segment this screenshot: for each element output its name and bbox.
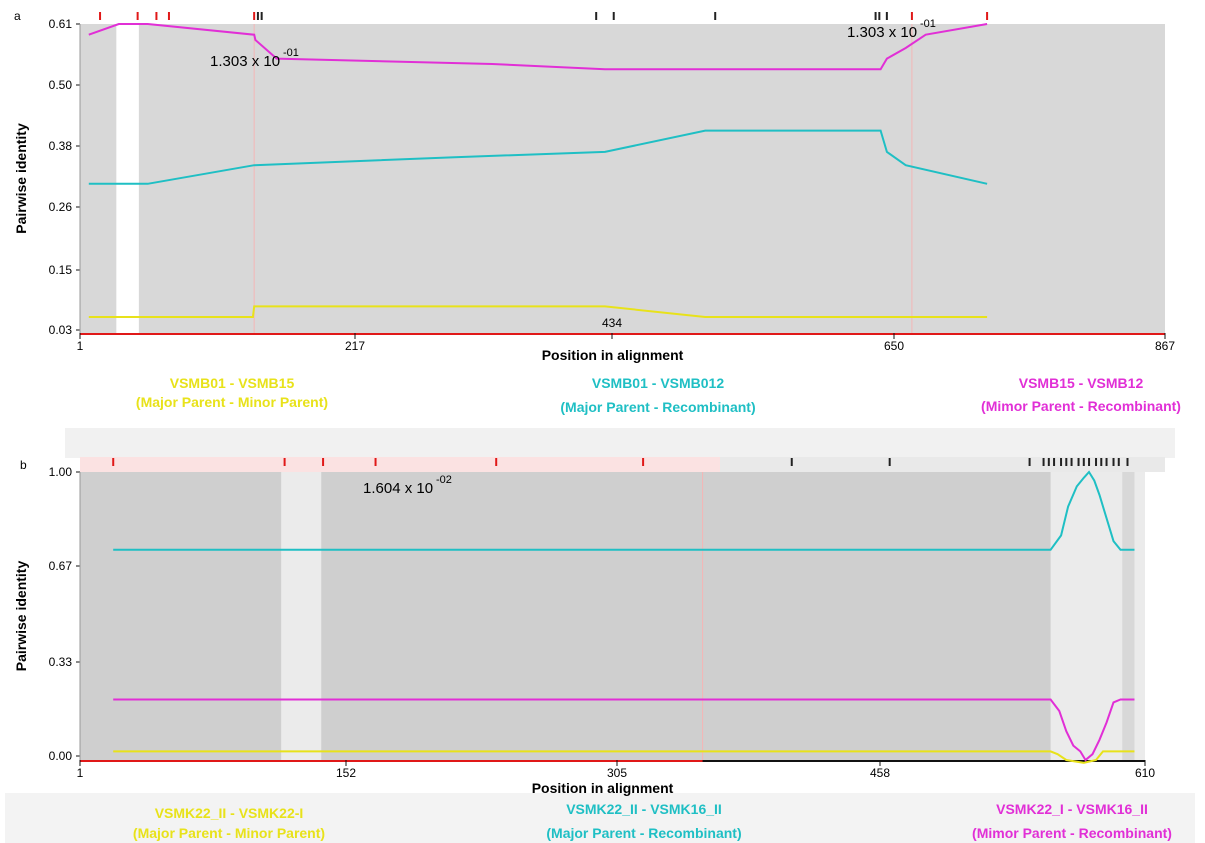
pvalue-annotation: 1.303 x 10 (847, 24, 917, 41)
y-tick-label: 1.00 (49, 465, 73, 479)
y-tick-label: 0.03 (49, 323, 73, 337)
series-line-1 (88, 129, 988, 185)
y-axis-label: Pairwise identity (13, 123, 29, 234)
y-tick-label: 0.67 (49, 559, 73, 573)
x-tick-label: 610 (1135, 766, 1155, 780)
legend-subtitle: (Major Parent - Minor Parent) (133, 825, 325, 841)
y-tick-label: 0.38 (49, 139, 73, 153)
pvalue-annotation: 1.303 x 10 (210, 53, 280, 70)
chart-panel-a: 1 217 434 650 867 0.61 0.50 0.38 0.26 0.15 0.03 Pos… (13, 9, 1181, 415)
shaded-band (80, 24, 117, 333)
x-tick-label: 217 (345, 339, 365, 353)
y-tick-label: 0.26 (49, 200, 73, 214)
x-tick-label: 305 (607, 766, 627, 780)
series-line-2 (113, 750, 1135, 764)
x-tick-label: 650 (884, 339, 904, 353)
legend-subtitle: (Major Parent - Recombinant) (546, 825, 741, 841)
panel-label: b (20, 458, 27, 472)
legend-name: VSMB01 - VSMB15 (170, 375, 295, 391)
legend-name: VSMB01 - VSMB012 (592, 375, 724, 391)
y-tick-label: 0.33 (49, 655, 73, 669)
pvalue-exponent: -01 (920, 18, 936, 30)
series-line-2 (88, 305, 988, 318)
series-line-0 (113, 470, 1135, 551)
shaded-band (80, 472, 282, 760)
x-tick-label: 1 (77, 766, 84, 780)
panel-label: a (14, 9, 21, 23)
y-tick-label: 0.50 (49, 78, 73, 92)
pvalue-exponent: -01 (283, 47, 299, 59)
legend-subtitle: (Major Parent - Recombinant) (560, 399, 755, 415)
x-tick-label: 152 (336, 766, 356, 780)
pvalue-exponent: -02 (436, 474, 452, 486)
legend-subtitle: (Mimor Parent - Recombinant) (972, 825, 1172, 841)
legend-name: VSMK22_II - VSMK22-I (155, 805, 304, 821)
y-tick-label: 0.00 (49, 749, 73, 763)
x-tick-label: 458 (870, 766, 890, 780)
y-tick-label: 0.61 (49, 17, 73, 31)
series-line-0 (88, 23, 988, 71)
background-strip (80, 457, 720, 472)
background-strip (720, 457, 1165, 472)
background-strip (65, 428, 1175, 458)
series-line-1 (113, 698, 1135, 762)
legend-subtitle: (Mimor Parent - Recombinant) (981, 398, 1181, 414)
legend-subtitle: (Major Parent - Minor Parent) (136, 394, 328, 410)
legend-name: VSMK22_I - VSMK16_II (996, 801, 1148, 817)
shaded-band (321, 472, 1051, 760)
x-tick-label: 1 (77, 339, 84, 353)
y-axis-label: Pairwise identity (13, 561, 29, 672)
y-tick-label: 0.15 (49, 263, 73, 277)
x-axis-label: Position in alignment (532, 780, 674, 796)
background-strip (5, 793, 1195, 843)
x-axis-label: Position in alignment (542, 347, 684, 363)
x-tick-label: 434 (602, 316, 622, 330)
legend-name: VSMK22_II - VSMK16_II (566, 801, 722, 817)
legend-name: VSMB15 - VSMB12 (1019, 375, 1144, 391)
shaded-band (138, 24, 1165, 333)
shaded-band (1122, 472, 1135, 760)
pvalue-annotation: 1.604 x 10 (363, 480, 433, 497)
x-tick-label: 867 (1155, 339, 1175, 353)
chart-panel-b: 1 152 305 458 610 1.00 0.67 0.33 0.00 Position in… (5, 428, 1195, 843)
